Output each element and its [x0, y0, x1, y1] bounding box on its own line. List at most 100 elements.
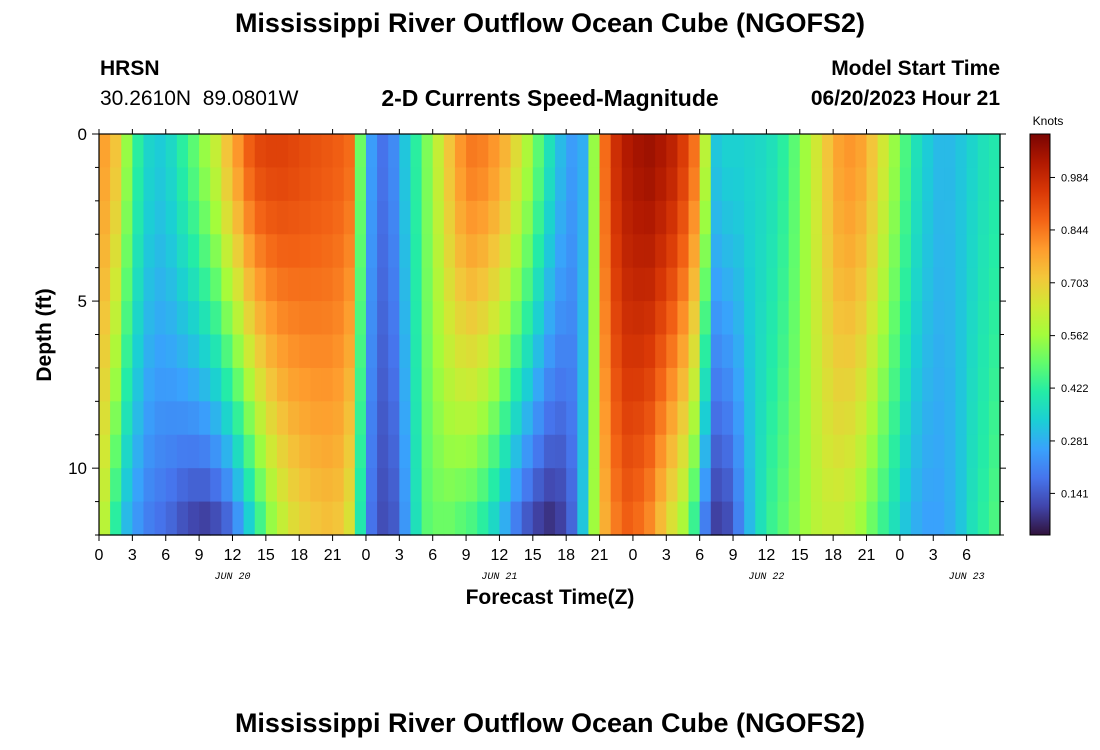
heatmap-cell: [977, 501, 990, 536]
heatmap-cell: [243, 267, 256, 302]
heatmap-cell: [510, 301, 523, 336]
heatmap-cell: [299, 134, 311, 169]
heatmap-cell: [354, 501, 367, 536]
x-tick-label: 21: [591, 547, 609, 564]
heatmap-cell: [299, 267, 311, 302]
heatmap-cell: [988, 334, 1001, 369]
heatmap-cell: [977, 234, 990, 269]
heatmap-cells: [99, 134, 1001, 536]
heatmap-cell: [288, 167, 300, 202]
heatmap-cell: [677, 134, 690, 169]
heatmap-cell: [443, 501, 456, 536]
heatmap-cell: [532, 134, 545, 169]
heatmap-cell: [143, 301, 156, 336]
heatmap-cell: [477, 334, 489, 369]
heatmap-cell: [822, 367, 834, 402]
heatmap-cell: [933, 167, 945, 202]
heatmap-cell: [666, 167, 679, 202]
heatmap-cell: [332, 167, 345, 202]
heatmap-cell: [354, 267, 367, 302]
heatmap-cell: [499, 167, 512, 202]
heatmap-cell: [210, 234, 222, 269]
heatmap-cell: [243, 501, 256, 536]
heatmap-cell: [521, 501, 534, 536]
heatmap-cell: [555, 167, 567, 202]
heatmap-cell: [377, 401, 389, 436]
heatmap-cell: [877, 167, 890, 202]
heatmap-cell: [577, 434, 590, 469]
heatmap-cell: [310, 301, 323, 336]
heatmap-cell: [688, 367, 701, 402]
heatmap-cell: [822, 434, 834, 469]
heatmap-cell: [788, 434, 801, 469]
heatmap-cell: [733, 367, 745, 402]
heatmap-cell: [399, 468, 412, 503]
heatmap-cell: [699, 267, 712, 302]
heatmap-cell: [766, 367, 779, 402]
x-tick-label: 12: [491, 547, 509, 564]
heatmap-cell: [377, 468, 389, 503]
heatmap-cell: [911, 468, 923, 503]
heatmap-cell: [276, 501, 289, 536]
heatmap-cell: [365, 267, 378, 302]
heatmap-cell: [710, 334, 723, 369]
y-tick-label: 0: [78, 125, 87, 144]
heatmap-cell: [699, 468, 712, 503]
heatmap-cell: [755, 501, 767, 536]
heatmap-cell: [532, 501, 545, 536]
heatmap-cell: [210, 334, 222, 369]
date-label: JUN 20: [214, 572, 250, 583]
heatmap-cell: [799, 501, 812, 536]
heatmap-cell: [365, 167, 378, 202]
heatmap-cell: [677, 267, 690, 302]
heatmap-cell: [354, 367, 367, 402]
heatmap-cell: [966, 301, 979, 336]
heatmap-cell: [466, 334, 478, 369]
heatmap-cell: [365, 468, 378, 503]
heatmap-cell: [310, 367, 323, 402]
chart-subtitle: 2-D Currents Speed-Magnitude: [381, 85, 719, 111]
x-tick-label: 0: [95, 547, 104, 564]
heatmap-cell: [432, 468, 445, 503]
heatmap-cell: [721, 434, 734, 469]
heatmap-cell: [299, 234, 311, 269]
heatmap-cell: [165, 134, 178, 169]
heatmap-cell: [810, 200, 823, 235]
heatmap-cell: [621, 367, 634, 402]
heatmap-cell: [710, 267, 723, 302]
heatmap-cell: [399, 301, 412, 336]
heatmap-cell: [321, 234, 334, 269]
heatmap-cell: [655, 134, 667, 169]
heatmap-cell: [121, 468, 133, 503]
heatmap-cell: [710, 501, 723, 536]
heatmap-cell: [744, 167, 756, 202]
heatmap-cell: [877, 501, 890, 536]
heatmap-cell: [655, 267, 667, 302]
heatmap-cell: [510, 167, 523, 202]
heatmap-cell: [543, 167, 556, 202]
heatmap-cell: [299, 468, 311, 503]
heatmap-cell: [176, 167, 189, 202]
heatmap-cell: [354, 301, 367, 336]
heatmap-cell: [310, 267, 323, 302]
heatmap-cell: [977, 200, 990, 235]
heatmap-cell: [710, 367, 723, 402]
heatmap-cell: [721, 334, 734, 369]
heatmap-cell: [276, 367, 289, 402]
heatmap-cell: [132, 301, 145, 336]
heatmap-cell: [354, 468, 367, 503]
heatmap-cell: [644, 200, 656, 235]
heatmap-cell: [588, 234, 601, 269]
heatmap-cell: [254, 200, 267, 235]
heatmap-cell: [844, 134, 856, 169]
heatmap-cell: [644, 501, 656, 536]
heatmap-cell: [154, 267, 167, 302]
heatmap-cell: [254, 401, 267, 436]
heatmap-cell: [610, 501, 623, 536]
heatmap-cell: [99, 134, 111, 169]
heatmap-cell: [110, 434, 122, 469]
heatmap-cell: [187, 468, 200, 503]
heatmap-cell: [777, 167, 790, 202]
heatmap-cell: [988, 234, 1001, 269]
heatmap-cell: [466, 301, 478, 336]
